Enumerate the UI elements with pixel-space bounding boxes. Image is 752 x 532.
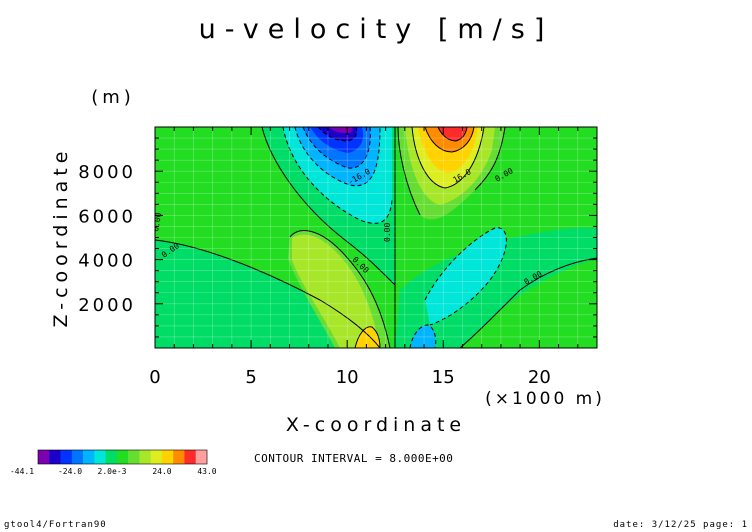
- contour-zero-center2: [397, 127, 421, 216]
- contour-zero-right: [459, 257, 597, 348]
- chart-title: u-velocity [m/s]: [199, 14, 554, 45]
- colorbar-swatch: [105, 450, 118, 464]
- y-tick-label: 6000: [78, 206, 136, 227]
- min-core: [328, 127, 353, 134]
- contour-pos-24: [424, 127, 475, 153]
- y-axis-label: Z-coordinate: [50, 147, 72, 328]
- contour-interval-label: CONTOUR INTERVAL = 8.000E+00: [254, 452, 453, 465]
- contour-label: 0.00: [151, 212, 163, 233]
- colorbar-swatch: [195, 450, 208, 464]
- x-tick-label: 5: [245, 367, 256, 388]
- contour-neg-16: [294, 127, 381, 187]
- colorbar-label: -44.1: [10, 467, 34, 476]
- contour-neg-32: [317, 127, 358, 142]
- grid-lines: [155, 127, 597, 348]
- yellowgreen-region-bottom: [292, 234, 380, 348]
- colorbar-swatch: [38, 450, 50, 464]
- colorbar-frame: [37, 449, 208, 465]
- contour-neg-24: [302, 127, 371, 169]
- y-tick-labels: 2000 4000 6000 8000: [78, 162, 136, 316]
- y-unit-label: (m): [91, 87, 135, 108]
- colorbar-label: 24.0: [152, 467, 171, 476]
- colorbar-label: -24.0: [58, 467, 82, 476]
- axis-ticks: [154, 126, 598, 349]
- contour-pos-8b: [354, 326, 381, 348]
- max-core: [438, 127, 467, 141]
- cyan-region-bottom: [410, 325, 436, 348]
- colorbar-labels: -44.1 -24.0 2.0e-3 24.0 43.0: [10, 467, 217, 476]
- footer-left: gtool4/Fortran90: [4, 520, 107, 530]
- contour-pos-8: [289, 230, 391, 348]
- contour-zero-top-right: [474, 127, 506, 191]
- x-tick-label: 10: [336, 367, 359, 388]
- colorbar-swatch: [139, 450, 151, 464]
- colorbar-swatch: [128, 450, 140, 464]
- colorbar-swatch: [60, 450, 73, 464]
- x-axis-label: X-coordinate: [286, 414, 466, 436]
- contour-pos-32: [437, 127, 468, 142]
- colorbar-swatch: [94, 450, 106, 464]
- contour-label: 0.00: [383, 223, 392, 242]
- colorbar-swatch: [83, 450, 95, 464]
- yellow-region-bottom: [355, 326, 380, 348]
- contour-zero-left: [155, 239, 381, 348]
- footer-right: date: 3/12/25 page: 1: [613, 520, 748, 530]
- colorbar-swatch: [116, 450, 129, 464]
- contour-neg-8: [282, 127, 393, 224]
- cyan-region-right: [425, 227, 507, 325]
- y-tick-label: 8000: [78, 162, 136, 183]
- colorbar-swatch: [150, 450, 163, 464]
- colorbar-swatch: [184, 450, 197, 464]
- x-tick-label: 15: [432, 367, 455, 388]
- x-unit-label: (×1000 m): [485, 389, 605, 409]
- colorbar-label: 2.0e-3: [98, 467, 127, 476]
- contour-zero-topleft: [261, 127, 396, 286]
- colorbar-swatch: [161, 450, 174, 464]
- velocity-field: 0.00 0.00 0.00 0.00 0.00 -16.0 16.0 0.00: [151, 127, 597, 348]
- contour-neg-8-right: [424, 227, 507, 326]
- contour-pos-16: [411, 127, 485, 189]
- x-tick-label: 20: [528, 367, 551, 388]
- x-tick-labels: 0 5 10 15 20: [149, 367, 551, 388]
- y-tick-label: 2000: [78, 295, 136, 316]
- y-tick-label: 4000: [78, 251, 136, 272]
- colorbar: [37, 449, 208, 465]
- colorbar-swatch: [71, 450, 84, 464]
- x-tick-label: 0: [149, 367, 160, 388]
- contour-neg-8-bottom: [409, 324, 437, 348]
- colorbar-label: 43.0: [197, 467, 216, 476]
- colorbar-swatch: [173, 450, 185, 464]
- colorbar-swatch: [49, 450, 61, 464]
